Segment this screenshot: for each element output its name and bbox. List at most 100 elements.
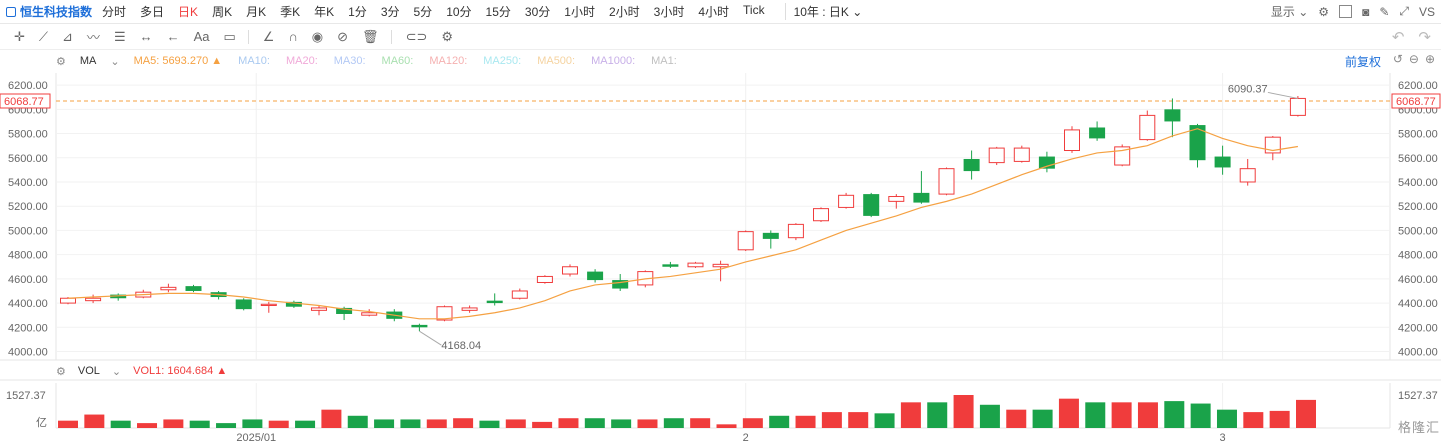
line-tool-icon[interactable]: ⟋ [38,28,49,44]
period-tab[interactable]: 周K [212,5,233,19]
channel-tool-icon[interactable]: ⊿ [62,28,73,44]
y-tick-label-right: 4000.00 [1398,347,1438,359]
period-tab[interactable]: 月K [246,5,267,19]
candle-body-down [1189,125,1206,161]
zoom-out-icon[interactable]: ⊖ [1408,52,1419,66]
gear-icon[interactable]: ⚙ [441,28,454,44]
y-tick-label-right: 5200.00 [1398,201,1438,213]
chevron-down-icon[interactable]: ⌄ [110,55,120,68]
zoom-in-icon[interactable]: ⊕ [1424,52,1435,66]
vs-button[interactable]: VS [1418,4,1435,19]
volume-bar [1085,402,1106,428]
candle-body-up [737,231,754,251]
checkbox-icon[interactable] [1339,5,1353,18]
ma-title[interactable]: MA [79,55,97,67]
candle-body-up [938,168,955,195]
trash-icon[interactable]: 🗑 [362,28,379,44]
measure-icon[interactable]: ∠ [262,28,275,44]
top-toolbar: 恒生科技指数 分时 多日 日K 周K 月K 季K 年K 1分 3分 5分 10分 15分 30分 1小时 2… [0,0,1441,24]
candle-body-down [486,300,503,304]
period-tab[interactable]: 季K [280,5,301,19]
volume-bar [769,415,790,428]
fib-tool-icon[interactable]: ☰ [113,28,126,44]
volume-bar [848,412,869,428]
candle-body-down [612,280,629,289]
period-tab[interactable]: 5分 [413,5,433,19]
arrow-tool-icon[interactable]: ← [166,29,180,44]
volume-bar [1243,412,1264,428]
crosshair-icon[interactable]: ✛ [14,28,25,44]
period-tab[interactable]: 年K [314,5,335,19]
candle-body-down [411,324,428,328]
magnet-icon[interactable]: ∩ [288,29,298,44]
candle-body-up [1289,97,1306,116]
current-price-tag-right [1391,93,1441,109]
period-tab[interactable]: Tick [743,3,765,17]
vol-title[interactable]: VOL [77,365,100,377]
volume-bar [532,421,553,428]
ma-legend-item: MA60: [381,55,414,67]
chevron-down-icon[interactable]: ⌄ [111,365,122,378]
text-tool-icon[interactable]: Aa [193,29,210,44]
range-selector[interactable]: 10年 : 日K ⌄ [784,3,862,20]
period-tab[interactable]: 3分 [380,5,400,19]
candle-body-up [888,196,905,202]
period-tab[interactable]: 1小时 [564,5,595,19]
period-tab[interactable]: 1分 [348,5,367,19]
period-tab[interactable]: 分时 [102,5,127,19]
vol-legend: ⚙ VOL ⌄ VOL1: 1604.684 ▲ [56,363,227,379]
period-tab[interactable]: 10分 [446,5,472,19]
candle-body-up [361,312,378,316]
fuquan-button[interactable]: 前复权 [1344,55,1381,69]
top-right-controls: 显示 ⌄ ⚙ ◙ ✎ ⤢ VS [1271,0,1435,23]
volume-bar [584,418,605,428]
chevron-down-icon: ⌄ [1298,5,1309,19]
link-icon[interactable]: ⊂⊃ [405,28,428,44]
candle-body-down [863,194,880,216]
ma-legend-item: MA30: [333,55,366,67]
panel-controls: ↺ ⊖ ⊕ [1393,52,1435,66]
candle-body-down [587,271,604,281]
settings-icon[interactable]: ⚙ [56,55,66,68]
settings-icon[interactable]: ⚙ [56,365,66,378]
volume-bar [84,414,105,428]
high-annotation: 6090.37 [1228,83,1268,95]
redo-icon[interactable]: ↷ [1418,28,1431,46]
volume-bar [558,418,579,428]
symbol-selector[interactable]: 恒生科技指数 [6,3,92,20]
y-tick-label-right: 6200.00 [1398,80,1438,92]
period-tab[interactable]: 4小时 [698,5,730,19]
ma5-line [67,128,1298,320]
undo-icon[interactable]: ↶ [1391,28,1405,46]
range-tool-icon[interactable]: ↔ [139,29,153,44]
period-tab[interactable]: 3小时 [653,5,685,19]
ma-legend-item: MA250: [483,55,522,67]
reset-icon[interactable]: ↺ [1392,52,1403,66]
period-tab[interactable]: 日K [178,5,199,19]
display-menu[interactable]: 显示 ⌄ [1270,5,1309,19]
period-tab[interactable]: 2小时 [608,5,640,19]
wave-tool-icon[interactable]: 〰 [86,30,100,45]
comment-tool-icon[interactable]: ▭ [223,28,236,44]
ma-legend-item: MA1: [651,55,677,67]
hide-icon[interactable]: ⊘ [337,28,349,44]
settings-icon[interactable]: ⚙ [1318,4,1330,19]
volume-bar [874,413,895,428]
current-price-tag-left [0,93,51,109]
fullscreen-icon[interactable]: ⤢ [1399,4,1409,18]
y-tick-label-right: 4200.00 [1398,322,1438,334]
period-tab[interactable]: 15分 [485,5,511,19]
volume-bar [1137,402,1158,428]
candle-body-down [110,294,127,299]
eye-icon[interactable]: ◉ [311,28,324,44]
camera-icon[interactable]: ◙ [1362,4,1370,19]
volume-bar [1296,399,1316,428]
pen-icon[interactable]: ✎ [1379,4,1390,19]
volume-bar [505,419,526,428]
period-tab[interactable]: 多日 [140,5,165,19]
ma-legend-item: MA120: [429,55,468,67]
ma-legend-item: MA20: [285,55,318,67]
y-tick-label-left: 4200.00 [8,322,48,334]
period-tab[interactable]: 30分 [524,5,551,19]
